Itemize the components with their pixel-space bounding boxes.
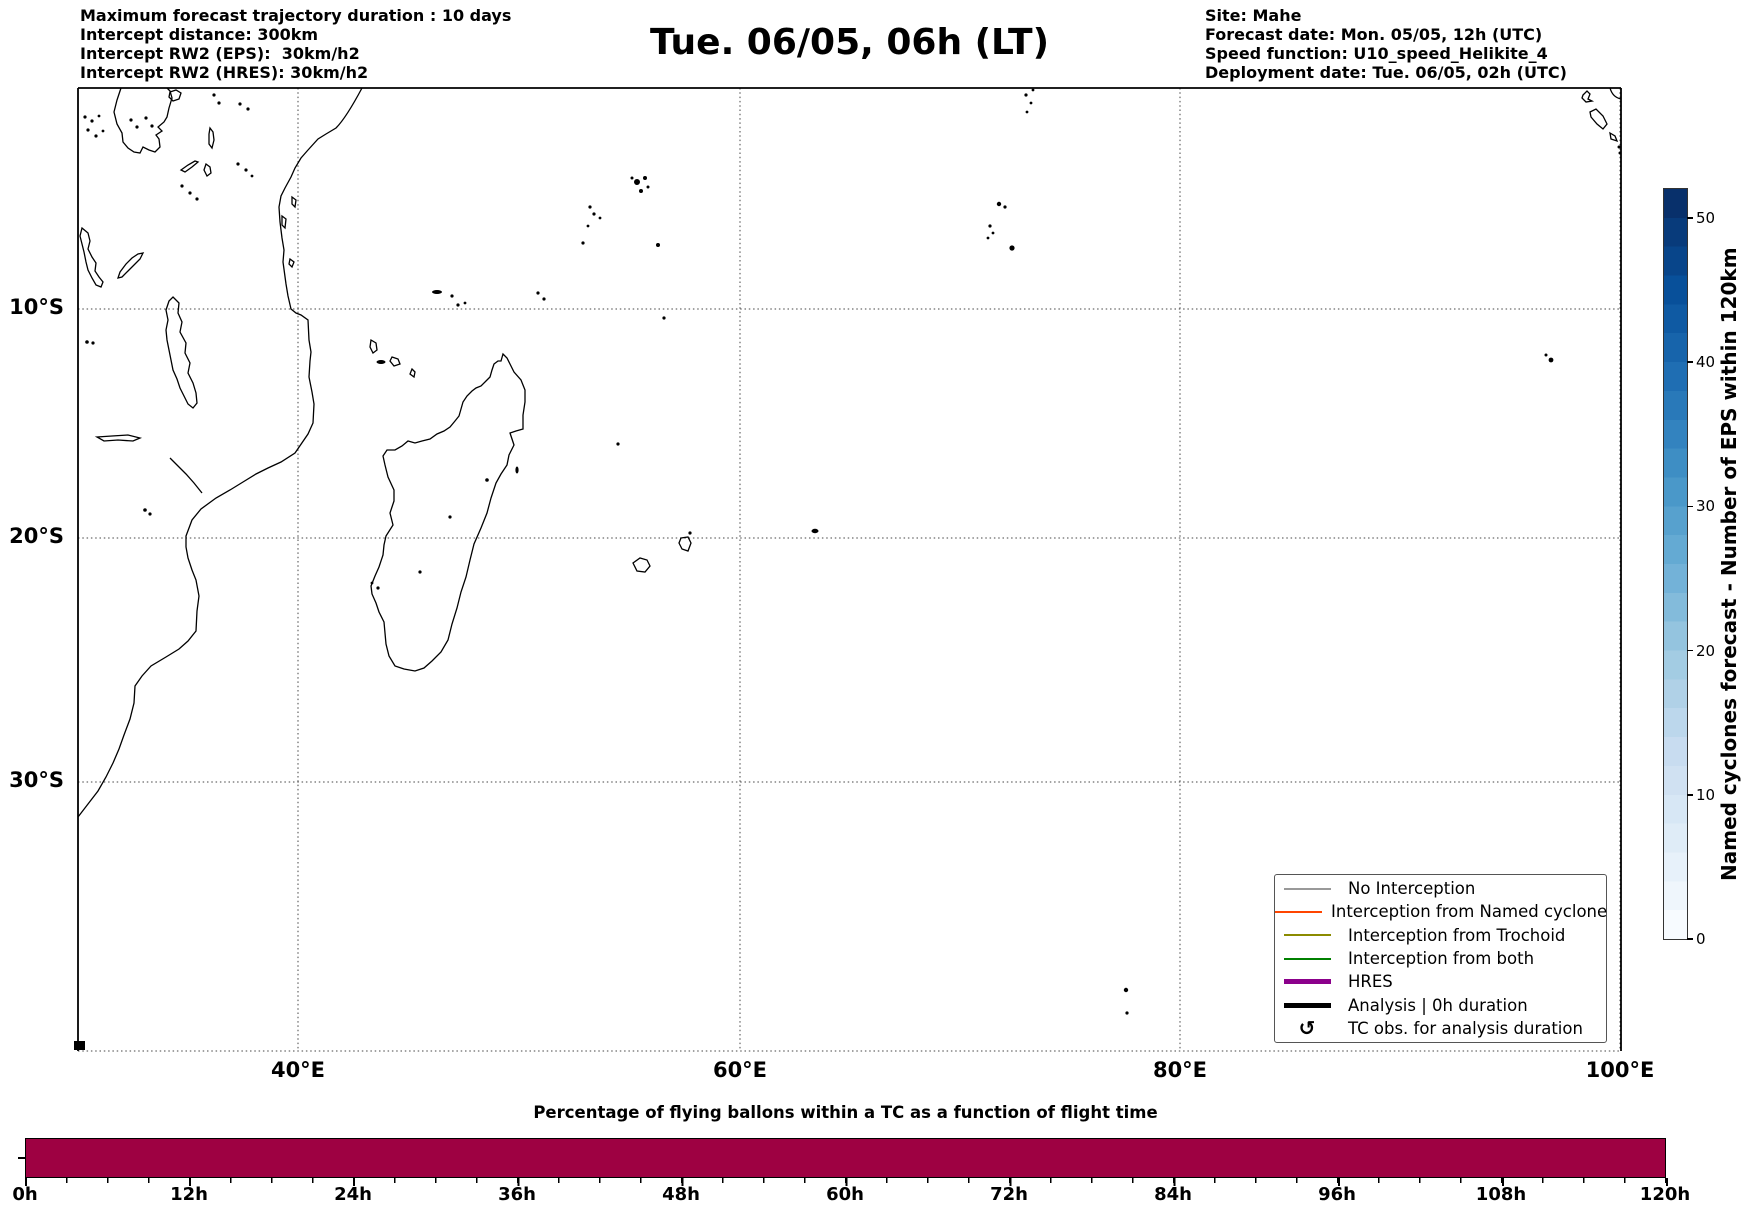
colorbar-tick: 20 <box>1687 642 1715 660</box>
black-line-swatch <box>1275 1002 1339 1008</box>
map-gridlines <box>78 88 1621 1052</box>
colorbar-tick: 40 <box>1687 353 1715 371</box>
bottom-chart-title: Percentage of flying ballons within a TC… <box>533 1103 1158 1122</box>
colorbar-tick: 30 <box>1687 497 1715 515</box>
site-text: Site: Mahe <box>1205 6 1302 25</box>
x-tick-0h: 0h <box>12 1184 38 1205</box>
x-tick-48h: 48h <box>662 1184 700 1205</box>
lon-label-60e: 60°E <box>712 1058 768 1082</box>
figure-title: Tue. 06/05, 06h (LT) <box>649 22 1050 63</box>
legend-item-both: Interception from both <box>1275 947 1606 970</box>
lake-victoria <box>113 87 173 154</box>
lon-label-80e: 80°E <box>1152 1058 1208 1082</box>
coastlines <box>77 87 1622 818</box>
x-tick-120h: 120h <box>1639 1184 1691 1205</box>
intercept-rw2-hres-text: Intercept RW2 (HRES): 30km/h2 <box>80 63 369 82</box>
zambezi-river <box>169 457 203 494</box>
lon-label-40e: 40°E <box>270 1058 326 1082</box>
lake-malawi <box>165 296 198 409</box>
colorbar-ticks: 0 10 20 30 40 50 <box>1687 189 1732 948</box>
bottom-chart-ytick <box>18 1157 25 1159</box>
header-left-block: Maximum forecast trajectory duration : 1… <box>80 6 511 82</box>
nias-island <box>1589 108 1608 130</box>
legend-item-trochoid: Interception from Trochoid <box>1275 924 1606 947</box>
map-legend: No Interception Interception from Named … <box>1274 874 1607 1043</box>
legend-item-named-cyclone: Interception from Named cyclone <box>1275 900 1607 923</box>
x-tick-72h: 72h <box>990 1184 1028 1205</box>
banyak-islands <box>1581 90 1595 103</box>
small-island <box>1609 131 1619 143</box>
forecast-date-text: Forecast date: Mon. 05/05, 12h (UTC) <box>1205 25 1543 44</box>
bottom-chart-minor-ticks <box>25 1178 1668 1183</box>
lake-tanganyika <box>79 226 104 288</box>
colorbar-label: Named cyclones forecast - Number of EPS … <box>1717 247 1741 881</box>
lake-rukwa <box>117 252 145 279</box>
x-tick-84h: 84h <box>1154 1184 1192 1205</box>
pemba-island <box>291 195 297 209</box>
small-lake <box>168 89 182 102</box>
colorbar-tick: 0 <box>1687 930 1706 948</box>
intercept-distance-text: Intercept distance: 300km <box>80 25 319 44</box>
flight-time-percentage-bar <box>25 1138 1666 1178</box>
purple-line-swatch <box>1275 979 1339 985</box>
lat-label-10s: 10°S <box>9 295 64 319</box>
mauritius-island <box>678 536 692 552</box>
lake-eyasi <box>179 160 200 173</box>
intercept-rw2-eps-text: Intercept RW2 (EPS): 30km/h2 <box>80 44 360 63</box>
max-duration-text: Maximum forecast trajectory duration : 1… <box>80 6 512 25</box>
island-specks <box>74 88 1622 1050</box>
x-tick-12h: 12h <box>170 1184 208 1205</box>
colorbar-tick: 10 <box>1687 786 1715 804</box>
anjouan <box>389 356 401 367</box>
legend-item-no-interception: No Interception <box>1275 877 1606 900</box>
corner-landmark <box>74 1041 85 1050</box>
mayotte <box>409 367 416 379</box>
lon-label-100e: 100°E <box>1585 1058 1655 1082</box>
mafia-island <box>288 257 295 269</box>
deployment-date-text: Deployment date: Tue. 06/05, 02h (UTC) <box>1205 63 1567 82</box>
olive-line-swatch <box>1275 934 1339 937</box>
lat-label-20s: 20°S <box>9 524 64 548</box>
x-tick-24h: 24h <box>334 1184 372 1205</box>
x-tick-36h: 36h <box>498 1184 536 1205</box>
x-tick-60h: 60h <box>826 1184 864 1205</box>
lat-label-30s: 30°S <box>9 768 64 792</box>
colorbar-tick: 50 <box>1687 209 1715 227</box>
colorbar <box>1663 188 1688 940</box>
reunion-island <box>632 557 651 573</box>
lake-cahora-bassa <box>94 434 143 442</box>
madagascar-coastline <box>370 352 526 672</box>
africa-coastline <box>77 87 363 818</box>
zanzibar-island <box>281 214 287 230</box>
legend-item-analysis: Analysis | 0h duration <box>1275 993 1606 1016</box>
green-line-swatch <box>1275 957 1339 960</box>
sumatra-corner <box>1609 87 1622 100</box>
orangered-line-swatch <box>1275 910 1322 913</box>
speed-function-text: Speed function: U10_speed_Helikite_4 <box>1205 44 1548 63</box>
x-tick-108h: 108h <box>1475 1184 1527 1205</box>
legend-item-hres: HRES <box>1275 970 1606 993</box>
gray-line-swatch <box>1275 887 1339 890</box>
map-frame <box>77 87 1622 1051</box>
lake-manyara <box>203 162 212 177</box>
lake-natron <box>208 126 215 150</box>
legend-item-tc-obs: ↺ TC obs. for analysis duration <box>1275 1017 1606 1040</box>
rotate-ccw-icon: ↺ <box>1298 1016 1316 1041</box>
header-right-block: Site: Mahe Forecast date: Mon. 05/05, 12… <box>1205 6 1567 82</box>
x-tick-96h: 96h <box>1318 1184 1356 1205</box>
grande-comore <box>369 338 378 354</box>
